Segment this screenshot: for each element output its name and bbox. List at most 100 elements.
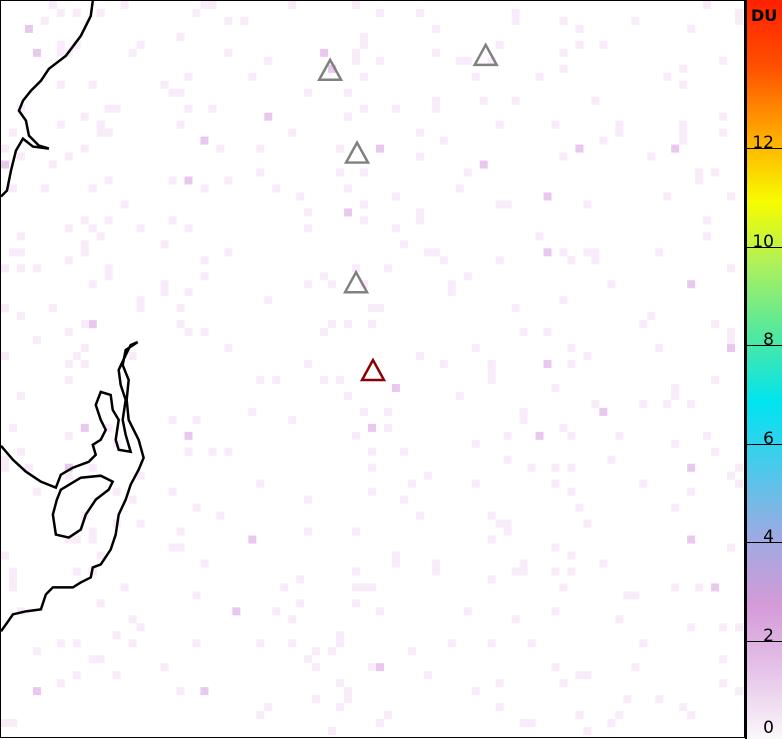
so2-pixel [735, 16, 743, 25]
so2-pixel [631, 16, 640, 25]
so2-pixel [360, 216, 369, 225]
colorbar-tick-label: 8 [763, 330, 774, 350]
so2-pixel [288, 128, 297, 137]
so2-pixel [463, 272, 472, 281]
so2-pixel [591, 399, 600, 408]
so2-pixel [176, 320, 185, 329]
so2-pixel [735, 463, 743, 472]
so2-pixel [559, 679, 568, 688]
so2-pixel [503, 519, 512, 528]
so2-pixel [104, 128, 113, 137]
so2-pixel [360, 583, 369, 592]
so2-pixel [607, 280, 616, 289]
so2-pixel [567, 344, 576, 353]
so2-pixel [352, 567, 361, 576]
so2-pixel [304, 495, 313, 504]
so2-pixel [495, 703, 504, 712]
so2-pixel [1, 264, 9, 273]
so2-pixel [360, 168, 369, 177]
so2-pixel [128, 352, 137, 361]
so2-pixel [72, 352, 81, 361]
so2-pixel [344, 208, 353, 217]
so2-pixel [551, 120, 560, 129]
colorbar-tick-label: 0 [763, 718, 774, 738]
so2-pixel [383, 423, 392, 432]
so2-pixel [375, 144, 384, 153]
so2-pixel [368, 320, 376, 329]
so2-pixel [519, 719, 528, 728]
so2-pixel [511, 96, 520, 105]
so2-pixel [344, 695, 353, 704]
so2-pixel [671, 439, 680, 448]
so2-pixel [224, 248, 233, 257]
so2-pixel [423, 471, 432, 480]
so2-pixel [96, 128, 105, 137]
volcano-markers [317, 42, 499, 382]
colorbar-unit: DU [751, 6, 778, 25]
so2-pixel [727, 344, 736, 353]
so2-pixel [40, 184, 49, 193]
so2-pixel [240, 16, 249, 25]
so2-pixel [304, 280, 313, 289]
so2-pixel [80, 112, 89, 121]
so2-pixel [391, 224, 400, 233]
so2-pixel [391, 104, 400, 113]
so2-pixel [304, 527, 313, 536]
so2-pixel [559, 583, 568, 592]
so2-pixel [559, 152, 568, 161]
so2-pixel [695, 168, 704, 177]
so2-pixel [224, 344, 233, 353]
so2-pixel [551, 463, 560, 472]
so2-pixel [399, 495, 408, 504]
so2-pixel [535, 232, 544, 241]
so2-pixel [607, 455, 616, 464]
so2-pixel [296, 599, 305, 608]
so2-pixel [8, 128, 17, 137]
so2-pixel [383, 264, 392, 273]
so2-pixel [575, 503, 584, 512]
so2-pixel [312, 695, 321, 704]
so2-pixel [687, 623, 696, 632]
so2-pixel [567, 431, 576, 440]
so2-pixel [136, 296, 145, 305]
so2-pixel [399, 447, 408, 456]
so2-pixel [543, 192, 552, 201]
so2-pixel [168, 176, 177, 185]
so2-pixel [567, 360, 576, 369]
so2-pixel [583, 352, 592, 361]
so2-pixel [407, 479, 416, 488]
so2-pixel [104, 176, 113, 185]
so2-pixel [368, 663, 376, 672]
so2-pixel [136, 224, 145, 233]
so2-pixel [591, 256, 600, 265]
so2-pixel [495, 120, 504, 129]
so2-pixel [575, 24, 584, 33]
so2-pixel [32, 48, 41, 57]
so2-pixel [1, 160, 9, 169]
so2-pixel [383, 407, 392, 416]
so2-pixel [639, 639, 648, 648]
so2-pixel-layer [1, 1, 743, 736]
so2-pixel [599, 136, 608, 145]
so2-pixel [559, 64, 568, 73]
so2-pixel [136, 519, 145, 528]
so2-pixel [495, 519, 504, 528]
so2-pixel [264, 112, 273, 121]
colorbar-tick-label: 10 [752, 231, 774, 252]
so2-pixel [336, 631, 345, 640]
so2-pixel [336, 703, 345, 712]
so2-pixel [599, 407, 608, 416]
so2-pixel [519, 567, 528, 576]
island-outline [51, 474, 115, 539]
so2-pixel [463, 168, 472, 177]
so2-pixel [200, 687, 209, 696]
so2-pixel [56, 639, 65, 648]
so2-pixel [487, 639, 496, 648]
so2-pixel [495, 679, 504, 688]
so2-pixel [471, 72, 480, 81]
so2-pixel [64, 431, 73, 440]
so2-pixel [256, 711, 265, 720]
so2-pixel [551, 383, 560, 392]
so2-pixel [679, 120, 688, 129]
volcano-triangle-icon [472, 42, 499, 67]
